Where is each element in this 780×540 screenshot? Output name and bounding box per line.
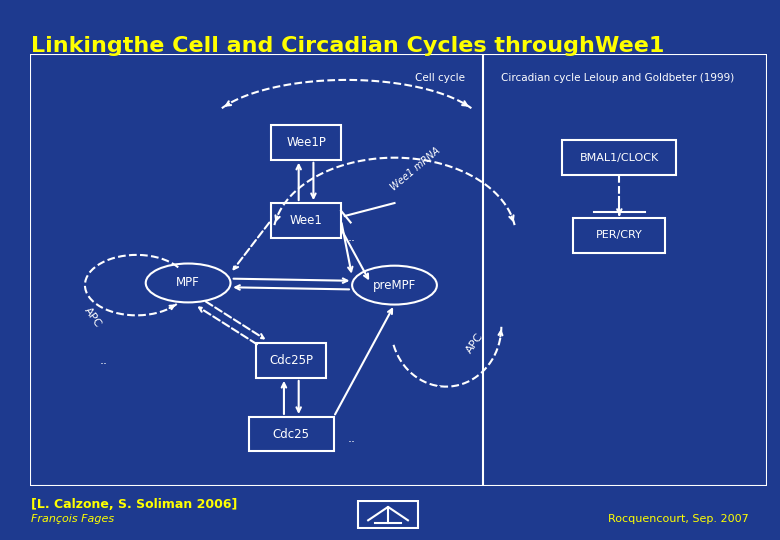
Text: PER/CRY: PER/CRY [596,231,643,240]
Ellipse shape [146,264,231,302]
FancyBboxPatch shape [358,501,418,528]
Text: Wee1 mRNA: Wee1 mRNA [389,145,442,192]
Text: ..: .. [99,354,108,367]
Text: ..: .. [348,432,356,445]
Text: Cdc25: Cdc25 [273,428,310,441]
Bar [257,343,326,378]
Text: Cell cycle: Cell cycle [414,73,465,83]
Text: Circadian cycle Leloup and Goldbeter (1999): Circadian cycle Leloup and Goldbeter (19… [502,73,735,83]
Text: [L. Calzone, S. Soliman 2006]: [L. Calzone, S. Soliman 2006] [31,498,238,511]
Bar [249,417,334,451]
Ellipse shape [352,266,437,305]
Bar [271,203,341,238]
Bar [562,140,676,175]
Text: François Fages: François Fages [31,515,115,524]
Text: Wee1P: Wee1P [286,136,326,149]
Text: Wee1: Wee1 [289,214,322,227]
Text: APC: APC [465,332,485,355]
Bar [573,218,665,253]
Bar [271,125,341,160]
Text: Cdc25P: Cdc25P [269,354,314,367]
Text: Rocquencourt, Sep. 2007: Rocquencourt, Sep. 2007 [608,515,749,524]
Text: Linkingthe Cell and Circadian Cycles throughWee1: Linkingthe Cell and Circadian Cycles thr… [31,36,665,56]
Text: APC: APC [82,306,103,329]
Text: MPF: MPF [176,276,200,289]
Text: BMAL1/CLOCK: BMAL1/CLOCK [580,153,659,163]
Text: preMPF: preMPF [373,279,416,292]
Text: ..: .. [348,231,356,244]
Text: ..: .. [434,376,443,389]
